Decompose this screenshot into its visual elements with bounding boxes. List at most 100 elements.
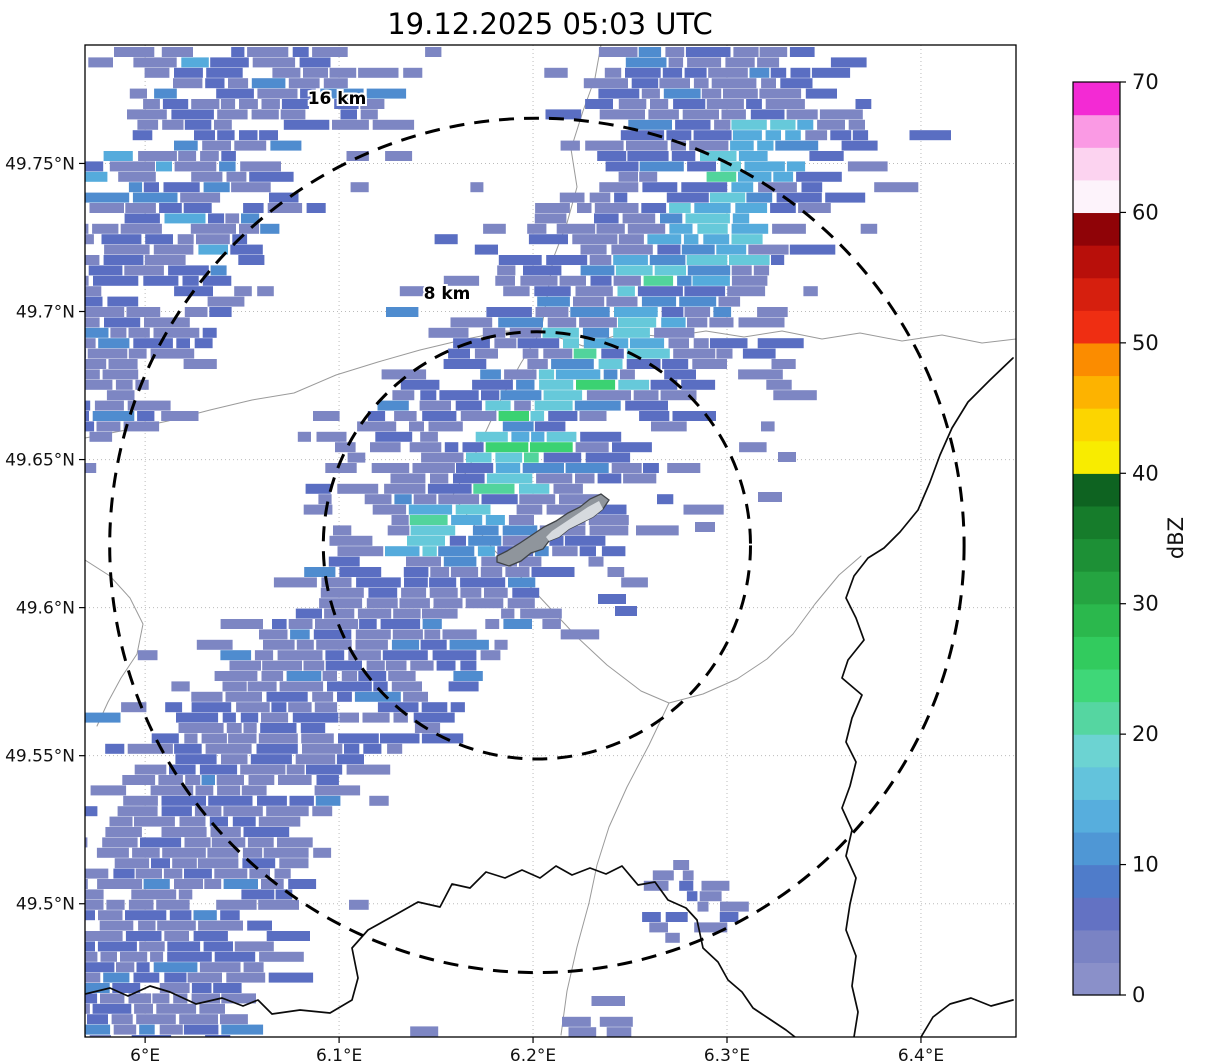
radar-bar [85,369,100,380]
radar-bar [268,972,314,983]
radar-bar [228,78,249,89]
radar-bar [438,546,475,557]
radar-bar [0,1014,14,1024]
radar-bar [205,1035,231,1037]
radar-bar [738,171,772,182]
radar-bar [708,67,748,78]
radar-bar [780,78,813,89]
radar-bar [125,203,156,213]
radar-bar [214,119,232,130]
radar-bar [434,234,458,245]
y-tick-label: 49.6°N [16,599,75,619]
radar-bar [373,681,388,692]
radar-bar [178,151,197,161]
radar-bar [387,525,410,536]
radar-bar [403,567,429,577]
radar-bar [120,951,148,962]
radar-bar [480,650,501,661]
radar-bar [614,307,658,317]
radar-bar [874,182,919,193]
radar-bar [159,203,182,213]
radar-bar [313,629,352,640]
radar-bar [594,203,639,213]
radar-bar [524,452,539,463]
radar-bar [274,868,291,879]
range-rings: 8 km 16 km [108,87,966,975]
radar-bar [449,639,489,650]
radar-bar [193,931,228,941]
radar-bar [620,130,665,141]
radar-bar [152,993,170,1004]
radar-bar [339,567,382,577]
radar-bar [85,463,97,473]
radar-bar [125,931,162,941]
radar-bar [85,962,115,973]
radar-bar [136,1014,176,1025]
radar-bar [430,473,449,484]
radar-bar [183,359,217,369]
radar-bar [85,192,130,203]
radar-bar [749,67,770,78]
radar-bar [161,795,206,806]
radar-bar [158,775,183,785]
radar-bar [132,847,160,858]
radar-bar [191,691,223,702]
radar-bar [359,619,377,629]
radar-bar [380,619,421,629]
colorbar-segment [1073,212,1120,246]
radar-bar [420,390,437,401]
radar-bar [512,587,540,598]
radar-bar [631,78,659,89]
radar-bar [210,265,227,276]
radar-bar [694,922,728,933]
radar-bar [421,702,448,713]
radar-bar [758,492,782,502]
radar-bar [388,671,416,681]
radar-bar [85,993,98,1004]
radar-bar [675,119,711,130]
radar-bar [681,182,728,193]
radar-bar [413,712,455,723]
radar-bar [85,327,109,338]
radar-bar [200,151,219,161]
radar-bar [259,130,278,141]
radar-bar [621,577,648,588]
radar-bar [118,171,156,182]
radar-bar [485,442,529,453]
radar-bar [288,879,317,889]
radar-bar [201,733,227,744]
radar-bar [393,608,421,619]
radar-bar [531,431,545,442]
radar-bar [241,213,260,224]
radar-bar [197,858,239,869]
radar-bar [85,379,113,390]
radar-bar [143,182,159,193]
radar-bar [261,879,284,889]
radar-bar [295,754,336,765]
radar-bar [300,88,316,99]
radar-bar [258,816,301,827]
radar-bar [315,795,341,806]
radar-bar [665,932,680,943]
radar-bar [90,785,127,796]
radar-bar [366,660,385,671]
radar-bar [315,619,359,629]
radar-bar [669,223,693,234]
radar-bar [286,671,322,681]
radar-echo-layer [0,47,951,1037]
radar-bar [613,255,648,265]
radar-bar [443,556,477,567]
radar-bar [113,868,135,879]
radar-bar [272,67,301,78]
radar-bar [686,255,728,265]
radar-bar [164,972,187,983]
radar-bar [139,941,165,952]
radar-bar [109,816,133,827]
radar-bar [164,213,206,224]
colorbar-segment [1073,766,1120,800]
radar-bar [153,244,194,255]
radar-bar [0,369,20,379]
radar-bar [450,567,479,577]
radar-bar [220,1014,248,1025]
radar-bar [303,504,333,515]
